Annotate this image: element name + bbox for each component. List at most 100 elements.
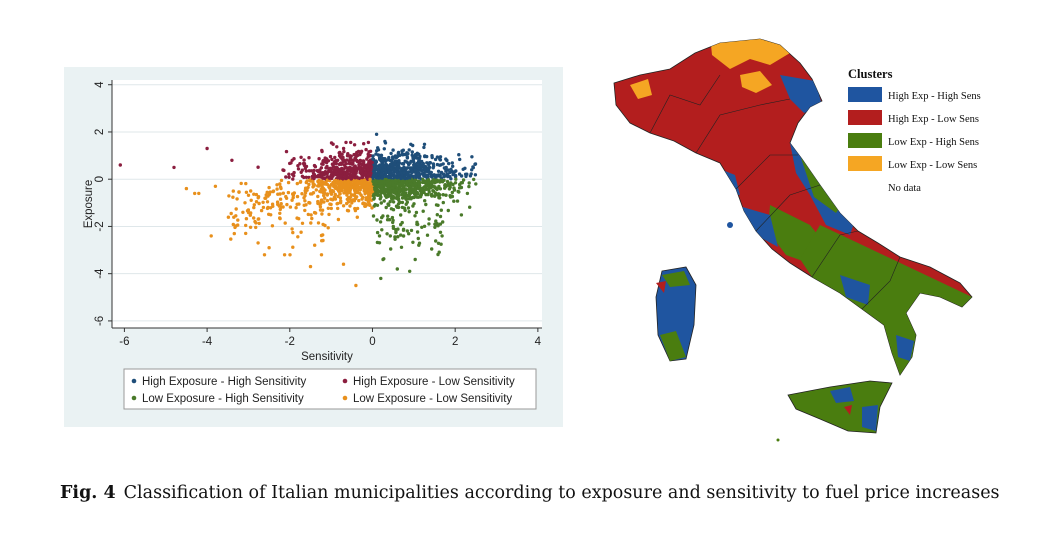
scatter-point bbox=[366, 203, 370, 207]
scatter-point bbox=[353, 196, 358, 201]
scatter-point bbox=[353, 176, 358, 180]
scatter-point bbox=[363, 181, 367, 185]
scatter-point bbox=[402, 171, 406, 175]
scatter-point bbox=[278, 197, 283, 201]
scatter-point bbox=[295, 194, 300, 199]
scatter-point bbox=[415, 230, 420, 234]
scatter-point bbox=[296, 167, 301, 171]
scatter-point bbox=[438, 222, 443, 226]
scatter-point bbox=[352, 180, 357, 184]
scatter-point bbox=[431, 166, 435, 170]
scatter-point bbox=[172, 165, 176, 170]
scatter-point bbox=[368, 177, 372, 182]
scatter-point bbox=[277, 204, 281, 208]
scatter-point bbox=[349, 185, 354, 189]
x-tick-label: -4 bbox=[202, 336, 213, 348]
axes bbox=[111, 80, 542, 329]
scatter-point bbox=[405, 173, 409, 177]
scatter-point bbox=[423, 174, 427, 178]
scatter-point bbox=[271, 189, 275, 194]
scatter-point bbox=[472, 177, 476, 182]
scatter-point bbox=[435, 213, 439, 217]
scatter-point bbox=[395, 166, 400, 171]
scatter-point bbox=[399, 245, 404, 249]
scatter-point bbox=[353, 208, 358, 213]
scatter-point bbox=[348, 154, 352, 158]
scatter-point bbox=[368, 185, 372, 189]
scatter-point bbox=[235, 197, 239, 201]
scatter-point bbox=[396, 172, 401, 176]
scatter-point bbox=[254, 225, 258, 230]
scatter-point bbox=[391, 180, 395, 185]
scatter-point bbox=[433, 194, 437, 198]
scatter-point bbox=[312, 168, 316, 173]
scatter-point bbox=[284, 175, 288, 179]
scatter-point bbox=[437, 250, 441, 254]
scatter-point bbox=[295, 202, 299, 206]
scatter-point bbox=[371, 154, 375, 158]
scatter-point bbox=[359, 193, 363, 197]
scatter-point bbox=[423, 154, 427, 158]
scatter-point bbox=[304, 175, 308, 179]
scatter-point bbox=[430, 247, 434, 251]
scatter-point bbox=[459, 174, 464, 178]
scatter-point bbox=[377, 170, 381, 174]
scatter-point bbox=[386, 158, 390, 162]
scatter-point bbox=[371, 179, 375, 184]
scatter-point bbox=[296, 235, 300, 239]
scatter-point bbox=[232, 231, 236, 236]
scatter-point bbox=[312, 176, 316, 181]
scatter-point bbox=[256, 241, 260, 245]
scatter-point bbox=[370, 160, 374, 165]
italy-cluster-map-panel: Clusters High Exp - High Sens High Exp -… bbox=[600, 35, 1020, 445]
scatter-point bbox=[354, 171, 358, 175]
scatter-point bbox=[343, 188, 348, 192]
scatter-point bbox=[292, 170, 296, 175]
scatter-point bbox=[407, 210, 411, 214]
scatter-point bbox=[308, 201, 312, 205]
scatter-point bbox=[322, 200, 326, 204]
scatter-point bbox=[295, 181, 299, 186]
scatter-point bbox=[252, 216, 256, 220]
scatter-point bbox=[275, 183, 279, 187]
sicily-patch-east bbox=[862, 405, 878, 431]
scatter-point bbox=[341, 146, 346, 151]
scatter-point bbox=[434, 219, 438, 223]
scatter-point bbox=[355, 206, 360, 211]
scatter-point bbox=[375, 218, 379, 222]
sardinia-patch-south bbox=[660, 331, 686, 361]
scatter-point bbox=[391, 194, 395, 199]
scatter-point bbox=[397, 159, 401, 163]
scatter-point bbox=[378, 220, 383, 224]
scatter-point bbox=[348, 204, 352, 208]
figure-caption-text: Classification of Italian municipalities… bbox=[123, 483, 1000, 503]
scatter-point bbox=[407, 179, 412, 183]
scatter-point bbox=[452, 186, 456, 190]
scatter-point bbox=[455, 199, 460, 203]
scatter-point bbox=[279, 178, 284, 183]
scatter-point bbox=[387, 218, 392, 222]
scatter-point bbox=[353, 185, 358, 189]
scatter-point bbox=[374, 160, 379, 164]
scatter-point bbox=[308, 264, 313, 269]
scatter-point bbox=[422, 142, 427, 146]
map-legend: Clusters High Exp - High Sens High Exp -… bbox=[848, 67, 981, 194]
scatter-point bbox=[311, 171, 316, 176]
scatter-point bbox=[401, 166, 405, 171]
scatter-point bbox=[421, 209, 425, 213]
scatter-point bbox=[396, 151, 400, 156]
scatter-point bbox=[334, 178, 338, 183]
scatter-point bbox=[411, 157, 416, 162]
scatter-point bbox=[473, 162, 478, 166]
scatter-point bbox=[451, 164, 455, 168]
map-legend-label-lh: Low Exp - High Sens bbox=[888, 137, 979, 148]
scatter-point bbox=[294, 206, 298, 210]
scatter-point bbox=[426, 170, 430, 174]
scatter-point bbox=[380, 172, 384, 176]
scatter-point bbox=[290, 198, 294, 202]
scatter-point bbox=[333, 155, 337, 160]
scatter-point bbox=[285, 202, 289, 207]
scatter-point bbox=[325, 182, 330, 187]
scatter-point bbox=[396, 162, 401, 166]
